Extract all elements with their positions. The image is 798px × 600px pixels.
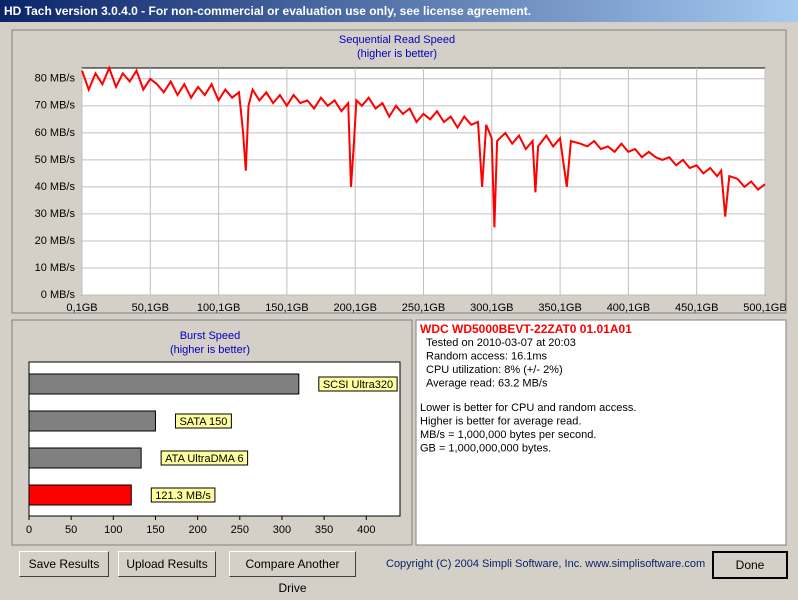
info-line: Random access: 16.1ms	[426, 350, 548, 362]
button[interactable]: Done	[712, 551, 788, 579]
y-tick-label: 20 MB/s	[35, 235, 76, 247]
x-tick-label: 150,1GB	[265, 302, 308, 314]
info-note: MB/s = 1,000,000 bytes per second.	[420, 429, 596, 441]
y-tick-label: 80 MB/s	[35, 73, 76, 85]
x-tick-label: 50,1GB	[132, 302, 169, 314]
x-tick-label: 150	[146, 524, 164, 536]
x-tick-label: 50	[65, 524, 77, 536]
y-tick-label: 0 MB/s	[41, 289, 76, 301]
x-tick-label: 350	[315, 524, 333, 536]
x-tick-label: 0,1GB	[66, 302, 97, 314]
bar-label: SCSI Ultra320	[323, 379, 393, 391]
label-box	[150, 487, 216, 503]
info-note: GB = 1,000,000,000 bytes.	[420, 442, 551, 454]
y-tick-label: 60 MB/s	[35, 127, 76, 139]
button[interactable]: Upload Results	[118, 551, 216, 577]
chart-title: Burst Speed	[180, 330, 241, 342]
x-tick-label: 500,1GB	[743, 302, 786, 314]
x-tick-label: 0	[26, 524, 32, 536]
label-box	[174, 413, 232, 429]
bar-label: 121.3 MB/s	[155, 490, 211, 502]
x-tick-label: 400,1GB	[607, 302, 650, 314]
y-tick-label: 50 MB/s	[35, 154, 76, 166]
bar	[28, 447, 142, 469]
y-tick-label: 70 MB/s	[35, 100, 76, 112]
read-line	[81, 65, 766, 228]
x-tick-label: 200,1GB	[333, 302, 376, 314]
bar	[28, 484, 132, 506]
panel	[415, 319, 787, 546]
x-tick-label: 300,1GB	[470, 302, 513, 314]
label-box	[318, 376, 398, 392]
charts: Sequential Read Speed (higher is better) 0…	[11, 29, 787, 546]
info-line: CPU utilization: 8% (+/- 2%)	[426, 364, 563, 376]
y-tick-label: 40 MB/s	[35, 181, 76, 193]
info-note: Higher is better for average read.	[420, 415, 581, 427]
x-tick-label: 300	[273, 524, 291, 536]
button[interactable]: Save Results	[19, 551, 109, 577]
x-tick-label: 450,1GB	[675, 302, 718, 314]
chart-subtitle: (higher is better)	[170, 344, 250, 356]
chart-title: Sequential Read Speed	[339, 34, 455, 46]
title-bar: HD Tach version 3.0.4.0 - For non-commer…	[0, 0, 798, 22]
x-tick-label: 100,1GB	[197, 302, 240, 314]
y-tick-label: 10 MB/s	[35, 262, 76, 274]
label-box	[160, 450, 249, 466]
bar-label: SATA 150	[179, 416, 227, 428]
drive-name: WDC WD5000BEVT-22ZAT0 01.01A01	[420, 322, 632, 336]
x-tick-label: 200	[188, 524, 206, 536]
x-tick-label: 400	[357, 524, 375, 536]
info-line: Average read: 63.2 MB/s	[426, 377, 548, 389]
chart-subtitle: (higher is better)	[357, 48, 437, 60]
info-line: Tested on 2010-03-07 at 20:03	[426, 337, 576, 349]
x-tick-label: 250	[231, 524, 249, 536]
button[interactable]: Compare Another Drive	[229, 551, 356, 595]
bar	[28, 373, 300, 395]
copyright: Copyright (C) 2004 Simpli Software, Inc.…	[386, 558, 706, 570]
info-note: Lower is better for CPU and random acces…	[420, 402, 636, 414]
x-tick-label: 250,1GB	[402, 302, 445, 314]
x-tick-label: 100	[104, 524, 122, 536]
y-tick-label: 30 MB/s	[35, 208, 76, 220]
bar-label: ATA UltraDMA 6	[165, 453, 243, 465]
x-tick-label: 350,1GB	[538, 302, 581, 314]
bar	[28, 410, 156, 432]
